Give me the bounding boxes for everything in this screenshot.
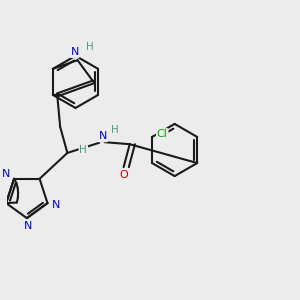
Text: O: O (119, 170, 128, 180)
Text: N: N (99, 131, 107, 141)
Text: Cl: Cl (157, 129, 168, 139)
Text: N: N (52, 200, 60, 209)
Text: H: H (80, 145, 87, 155)
Text: N: N (2, 169, 10, 179)
Text: N: N (24, 221, 32, 231)
Text: H: H (111, 125, 119, 135)
Text: N: N (70, 47, 79, 57)
Text: H: H (86, 42, 94, 52)
